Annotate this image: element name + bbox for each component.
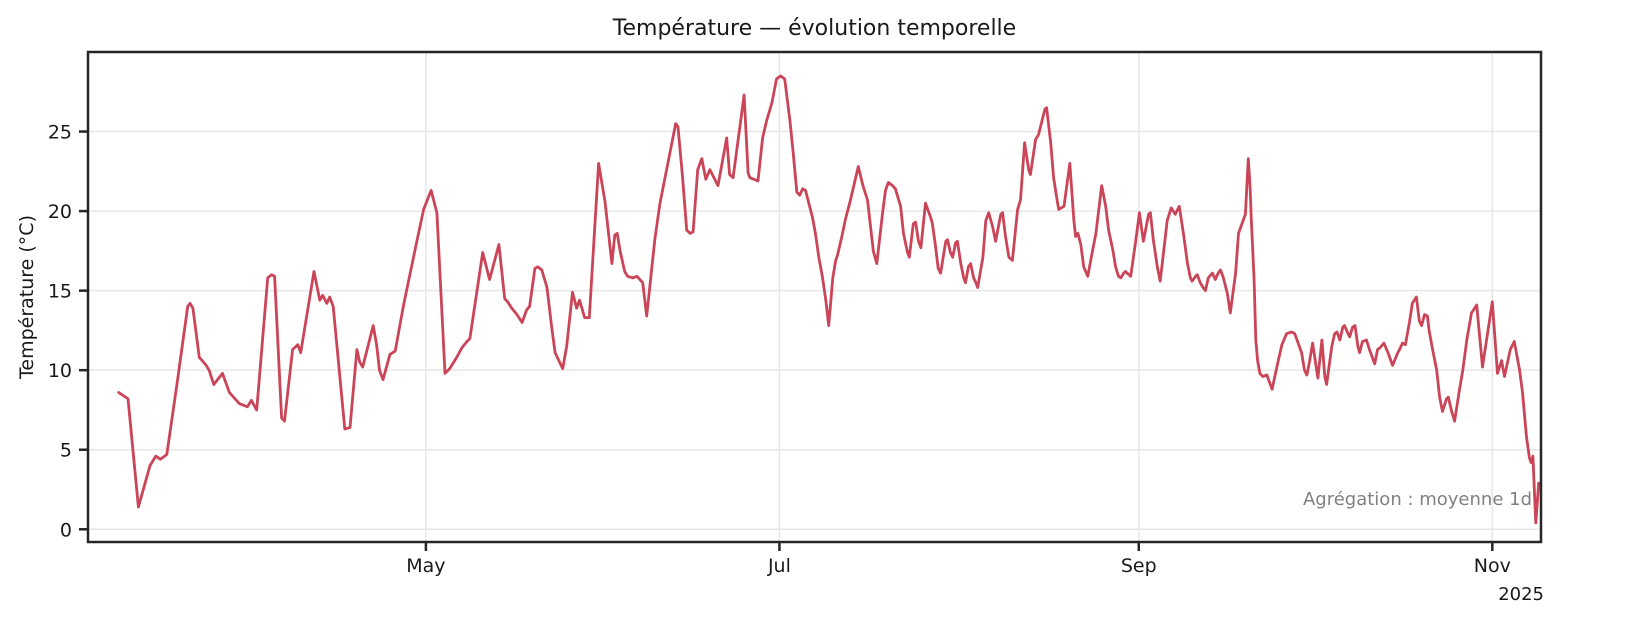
y-tick-label: 0 (60, 519, 72, 541)
y-tick-label: 15 (48, 281, 72, 303)
y-tick-label: 25 (48, 122, 72, 144)
y-axis-label: Température (°C) (16, 215, 38, 379)
y-tick-label: 5 (60, 440, 72, 462)
x-tick-label: Sep (1121, 555, 1157, 577)
y-tick-label: 20 (48, 201, 72, 223)
chart-title: Température — évolution temporelle (612, 16, 1017, 41)
x-axis-year-offset: 2025 (1498, 584, 1544, 605)
temperature-line (117, 74, 1541, 525)
aggregation-annotation: Agrégation : moyenne 1d (1302, 489, 1532, 510)
x-tick-label: May (406, 555, 445, 577)
y-tick-label: 10 (48, 360, 72, 382)
x-tick-label: Jul (767, 555, 791, 577)
x-tick-label: Nov (1474, 555, 1511, 577)
axes-spines (86, 50, 1543, 544)
